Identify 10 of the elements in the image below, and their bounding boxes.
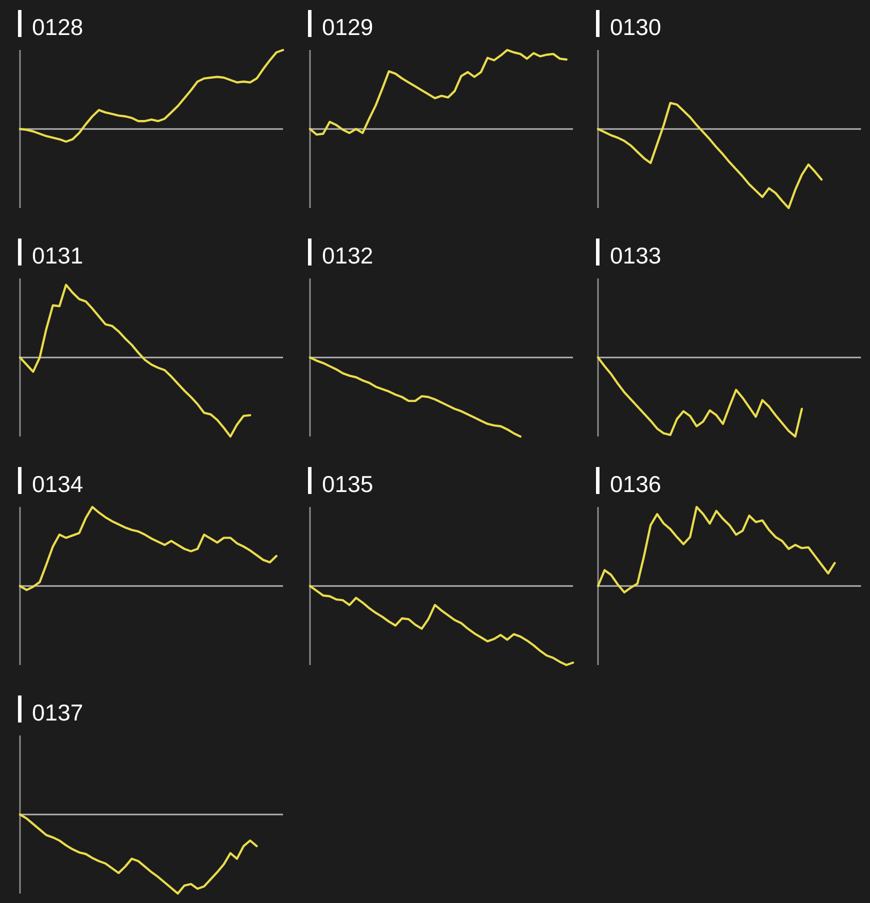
chart-title: 0133 <box>610 242 662 268</box>
chart-title: 0136 <box>610 471 662 497</box>
chart-title: 0134 <box>32 471 84 497</box>
chart-title: 0137 <box>32 700 84 726</box>
chart-title: 0128 <box>32 14 84 40</box>
chart-title: 0132 <box>322 242 374 268</box>
chart-title: 0130 <box>610 14 662 40</box>
chart-title: 0135 <box>322 471 374 497</box>
chart-title: 0131 <box>32 242 84 268</box>
chart-title: 0129 <box>322 14 374 40</box>
